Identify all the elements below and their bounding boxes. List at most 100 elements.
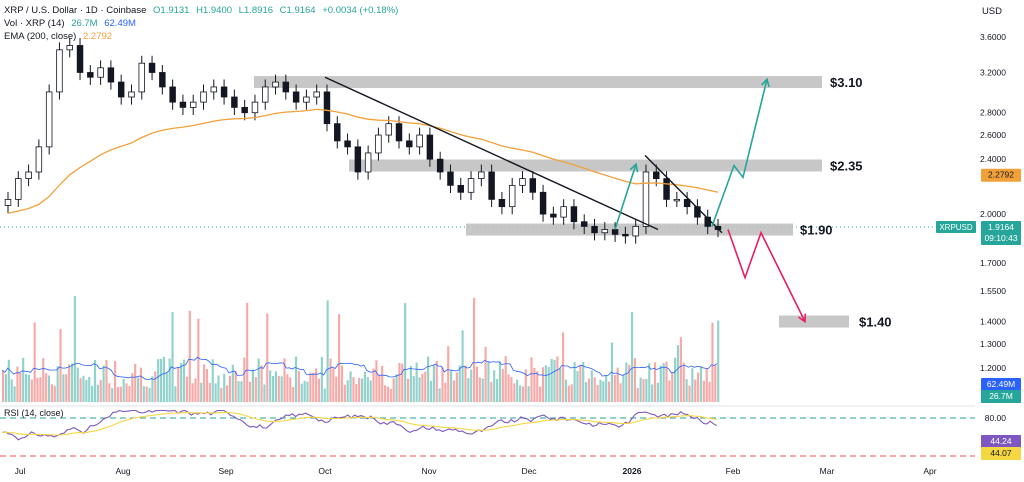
- volume-bar: [452, 380, 456, 402]
- volume-bar: [145, 386, 148, 402]
- candle-up: [601, 229, 609, 234]
- volume-bar: [119, 386, 122, 402]
- volume-bar: [564, 379, 568, 402]
- volume-bar: [228, 375, 232, 402]
- volume-bar: [286, 374, 289, 402]
- volume-bar: [447, 346, 450, 402]
- volume-bar: [162, 356, 165, 402]
- volume-bar: [409, 366, 412, 402]
- volume-badge-text: 26.7M: [989, 391, 1013, 401]
- volume-bar: [10, 379, 13, 402]
- volume-bar: [185, 376, 188, 402]
- past-rally-arrow-head: [629, 162, 639, 173]
- volume-bar: [39, 377, 42, 402]
- rsi-axis-tick: 80.00: [985, 413, 1007, 423]
- resistance-zone-235: [349, 159, 822, 172]
- symbol-header: XRP / U.S. Dollar · 1D · Coinbase O1.913…: [4, 5, 402, 17]
- candle-up: [673, 198, 681, 202]
- volume-bar: [513, 383, 516, 402]
- candle-down: [591, 225, 598, 234]
- volume-bar: [226, 385, 229, 402]
- volume-label[interactable]: Vol · XRP (14): [4, 18, 65, 29]
- symbol-badge: [936, 220, 976, 233]
- candle-down: [539, 191, 547, 215]
- symbol-title[interactable]: XRP / U.S. Dollar · 1D · Coinbase: [4, 5, 147, 16]
- volume-bar: [429, 380, 433, 402]
- volume-bar: [19, 372, 22, 402]
- volume-bar: [418, 377, 421, 402]
- candle-up: [97, 67, 104, 78]
- time-axis-label: Nov: [421, 466, 437, 476]
- ema-label[interactable]: EMA (200, close): [4, 31, 77, 42]
- volume-bar: [171, 312, 174, 402]
- volume-bar: [585, 382, 588, 402]
- candle-down: [354, 146, 362, 173]
- volume-bar: [541, 367, 545, 402]
- price-axis-tick: 2.4000: [980, 154, 1006, 164]
- volume-bar: [547, 367, 550, 402]
- volume-bar: [406, 378, 410, 402]
- volume-bar: [16, 366, 19, 402]
- volume-bar: [579, 364, 582, 402]
- volume-bar: [280, 376, 283, 402]
- volume-bar: [294, 356, 298, 402]
- volume-bar: [570, 384, 573, 402]
- volume-bar: [487, 361, 490, 402]
- volume-bar: [303, 380, 306, 402]
- volume-bar: [475, 366, 479, 402]
- candle-down: [159, 72, 166, 88]
- volume-bar: [134, 363, 137, 402]
- price-axis-tick: 1.2000: [980, 363, 1006, 373]
- volume-bar: [533, 367, 536, 402]
- volume-bar: [243, 357, 246, 402]
- candle-down: [611, 229, 619, 235]
- volume-bar: [708, 381, 711, 402]
- volume-bar: [421, 374, 424, 402]
- volume-bar: [122, 379, 125, 402]
- price-axis-tick: 2.6000: [980, 130, 1006, 140]
- candle-up: [303, 96, 310, 103]
- volume-bar: [277, 376, 280, 402]
- time-axis-label: Feb: [726, 466, 741, 476]
- volume-bar: [610, 342, 614, 402]
- volume-bar: [622, 375, 625, 402]
- volume-bar: [717, 320, 720, 402]
- volume-bar: [217, 375, 220, 402]
- volume-bar: [355, 383, 358, 402]
- candle-down: [282, 81, 290, 93]
- volume-bar: [211, 359, 214, 402]
- volume-bar: [274, 371, 277, 402]
- volume-bar: [694, 379, 697, 402]
- volume-bar: [131, 373, 134, 402]
- volume-bar: [495, 379, 499, 402]
- volume-bar: [361, 378, 364, 402]
- symbol-badge-text: XRPUSD: [939, 223, 973, 232]
- volume-bar: [102, 365, 105, 402]
- volume-bar: [194, 378, 197, 402]
- target-zone-140: [779, 315, 849, 328]
- volume-bar: [536, 371, 539, 402]
- candle-down: [529, 178, 537, 193]
- volume-bar: [369, 380, 372, 402]
- volume-bar: [88, 376, 91, 402]
- candle-up: [262, 86, 269, 103]
- volume-bar: [231, 364, 234, 402]
- volume-bar: [108, 383, 111, 402]
- volume-bar: [254, 377, 257, 402]
- volume-bar: [470, 369, 473, 402]
- candle-up: [467, 178, 475, 193]
- volume-bar: [68, 364, 71, 402]
- candle-down: [241, 106, 248, 114]
- volume-bar: [340, 365, 344, 402]
- volume-bar: [105, 360, 108, 402]
- volume-bar: [653, 362, 657, 402]
- volume-bar: [490, 381, 493, 402]
- volume-bar: [458, 365, 461, 402]
- volume-bar: [518, 385, 522, 402]
- volume-bar: [711, 322, 714, 402]
- volume-bar: [323, 388, 326, 402]
- volume-bar: [424, 371, 427, 402]
- volume-bar: [674, 357, 677, 402]
- rsi-ma-line: [2, 411, 717, 436]
